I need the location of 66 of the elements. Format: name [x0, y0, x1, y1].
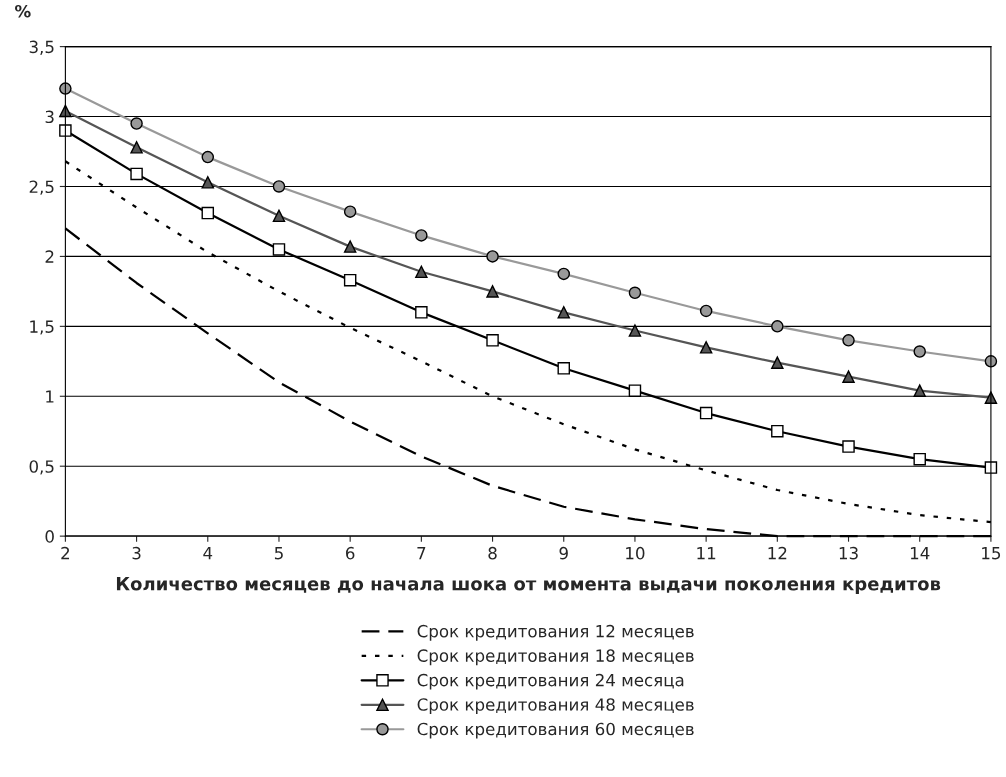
point: [201, 150, 215, 164]
x-tick-label: 5: [274, 547, 283, 560]
x-tick-label: 11: [697, 547, 716, 560]
y-tick-label: 1,5: [30, 320, 54, 335]
point: [272, 180, 286, 193]
point: [557, 306, 570, 319]
x-tick-label: 9: [559, 546, 568, 560]
x-tick-label: 10: [626, 546, 645, 560]
y-tick-label: 2,5: [29, 180, 54, 195]
point: [272, 209, 286, 223]
legend-label: Срок кредитования 18 месяцев: [417, 649, 694, 666]
x-tick-label: 13: [839, 546, 858, 560]
point: [415, 229, 428, 242]
point: [415, 306, 428, 319]
x-tick-label: 12: [768, 546, 787, 560]
legend-label: Срок кредитования 24 месяца: [417, 673, 684, 690]
point: [486, 285, 499, 298]
point: [913, 452, 926, 466]
point: [699, 406, 713, 420]
point: [771, 320, 784, 333]
point: [130, 117, 143, 130]
point: [557, 267, 570, 281]
point: [628, 324, 642, 337]
x-tick-label: 14: [910, 547, 930, 560]
point: [771, 356, 784, 369]
point: [486, 334, 499, 347]
x-tick-label: 6: [346, 546, 355, 560]
point: [272, 243, 286, 256]
y-tick-label: 3: [45, 110, 54, 124]
x-tick-label: 2: [61, 546, 70, 560]
point: [842, 440, 855, 453]
point: [628, 384, 642, 397]
legend-label: Срок кредитования 48 месяцев: [417, 698, 694, 715]
x-tick-label: 8: [488, 546, 497, 560]
x-tick-label: 4: [203, 547, 213, 560]
point: [842, 370, 855, 383]
point: [699, 341, 713, 354]
point: [343, 273, 357, 287]
legend-label: Срок кредитования 60 месяцев: [417, 722, 694, 739]
point: [771, 424, 784, 438]
point: [343, 205, 357, 218]
point: [486, 250, 499, 263]
y-tick-label: 3,5: [29, 40, 54, 55]
x-tick-label: 7: [417, 547, 426, 560]
point: [628, 286, 642, 300]
x-tick-label: 3: [132, 546, 141, 560]
point: [557, 362, 570, 375]
point: [130, 141, 143, 154]
point: [913, 345, 926, 358]
point: [130, 167, 143, 181]
y-tick-label: 0: [45, 530, 54, 543]
point: [415, 265, 428, 279]
point: [59, 124, 72, 137]
y-axis-title: %: [15, 4, 31, 18]
y-tick-label: 0,5: [29, 460, 54, 475]
legend-label: Срок кредитования 12 месяцев: [417, 624, 694, 641]
point: [201, 176, 215, 189]
y-tick-label: 1: [46, 390, 54, 403]
x-tick-label: 15: [982, 547, 1001, 560]
point: [343, 240, 357, 253]
x-axis-title: Количество месяцев до начала шока от момента выдачи поколения кредитов: [116, 577, 941, 595]
point: [699, 304, 713, 318]
y-tick-label: 2: [45, 250, 54, 263]
point: [913, 384, 926, 397]
point: [201, 206, 215, 220]
point: [842, 334, 855, 347]
